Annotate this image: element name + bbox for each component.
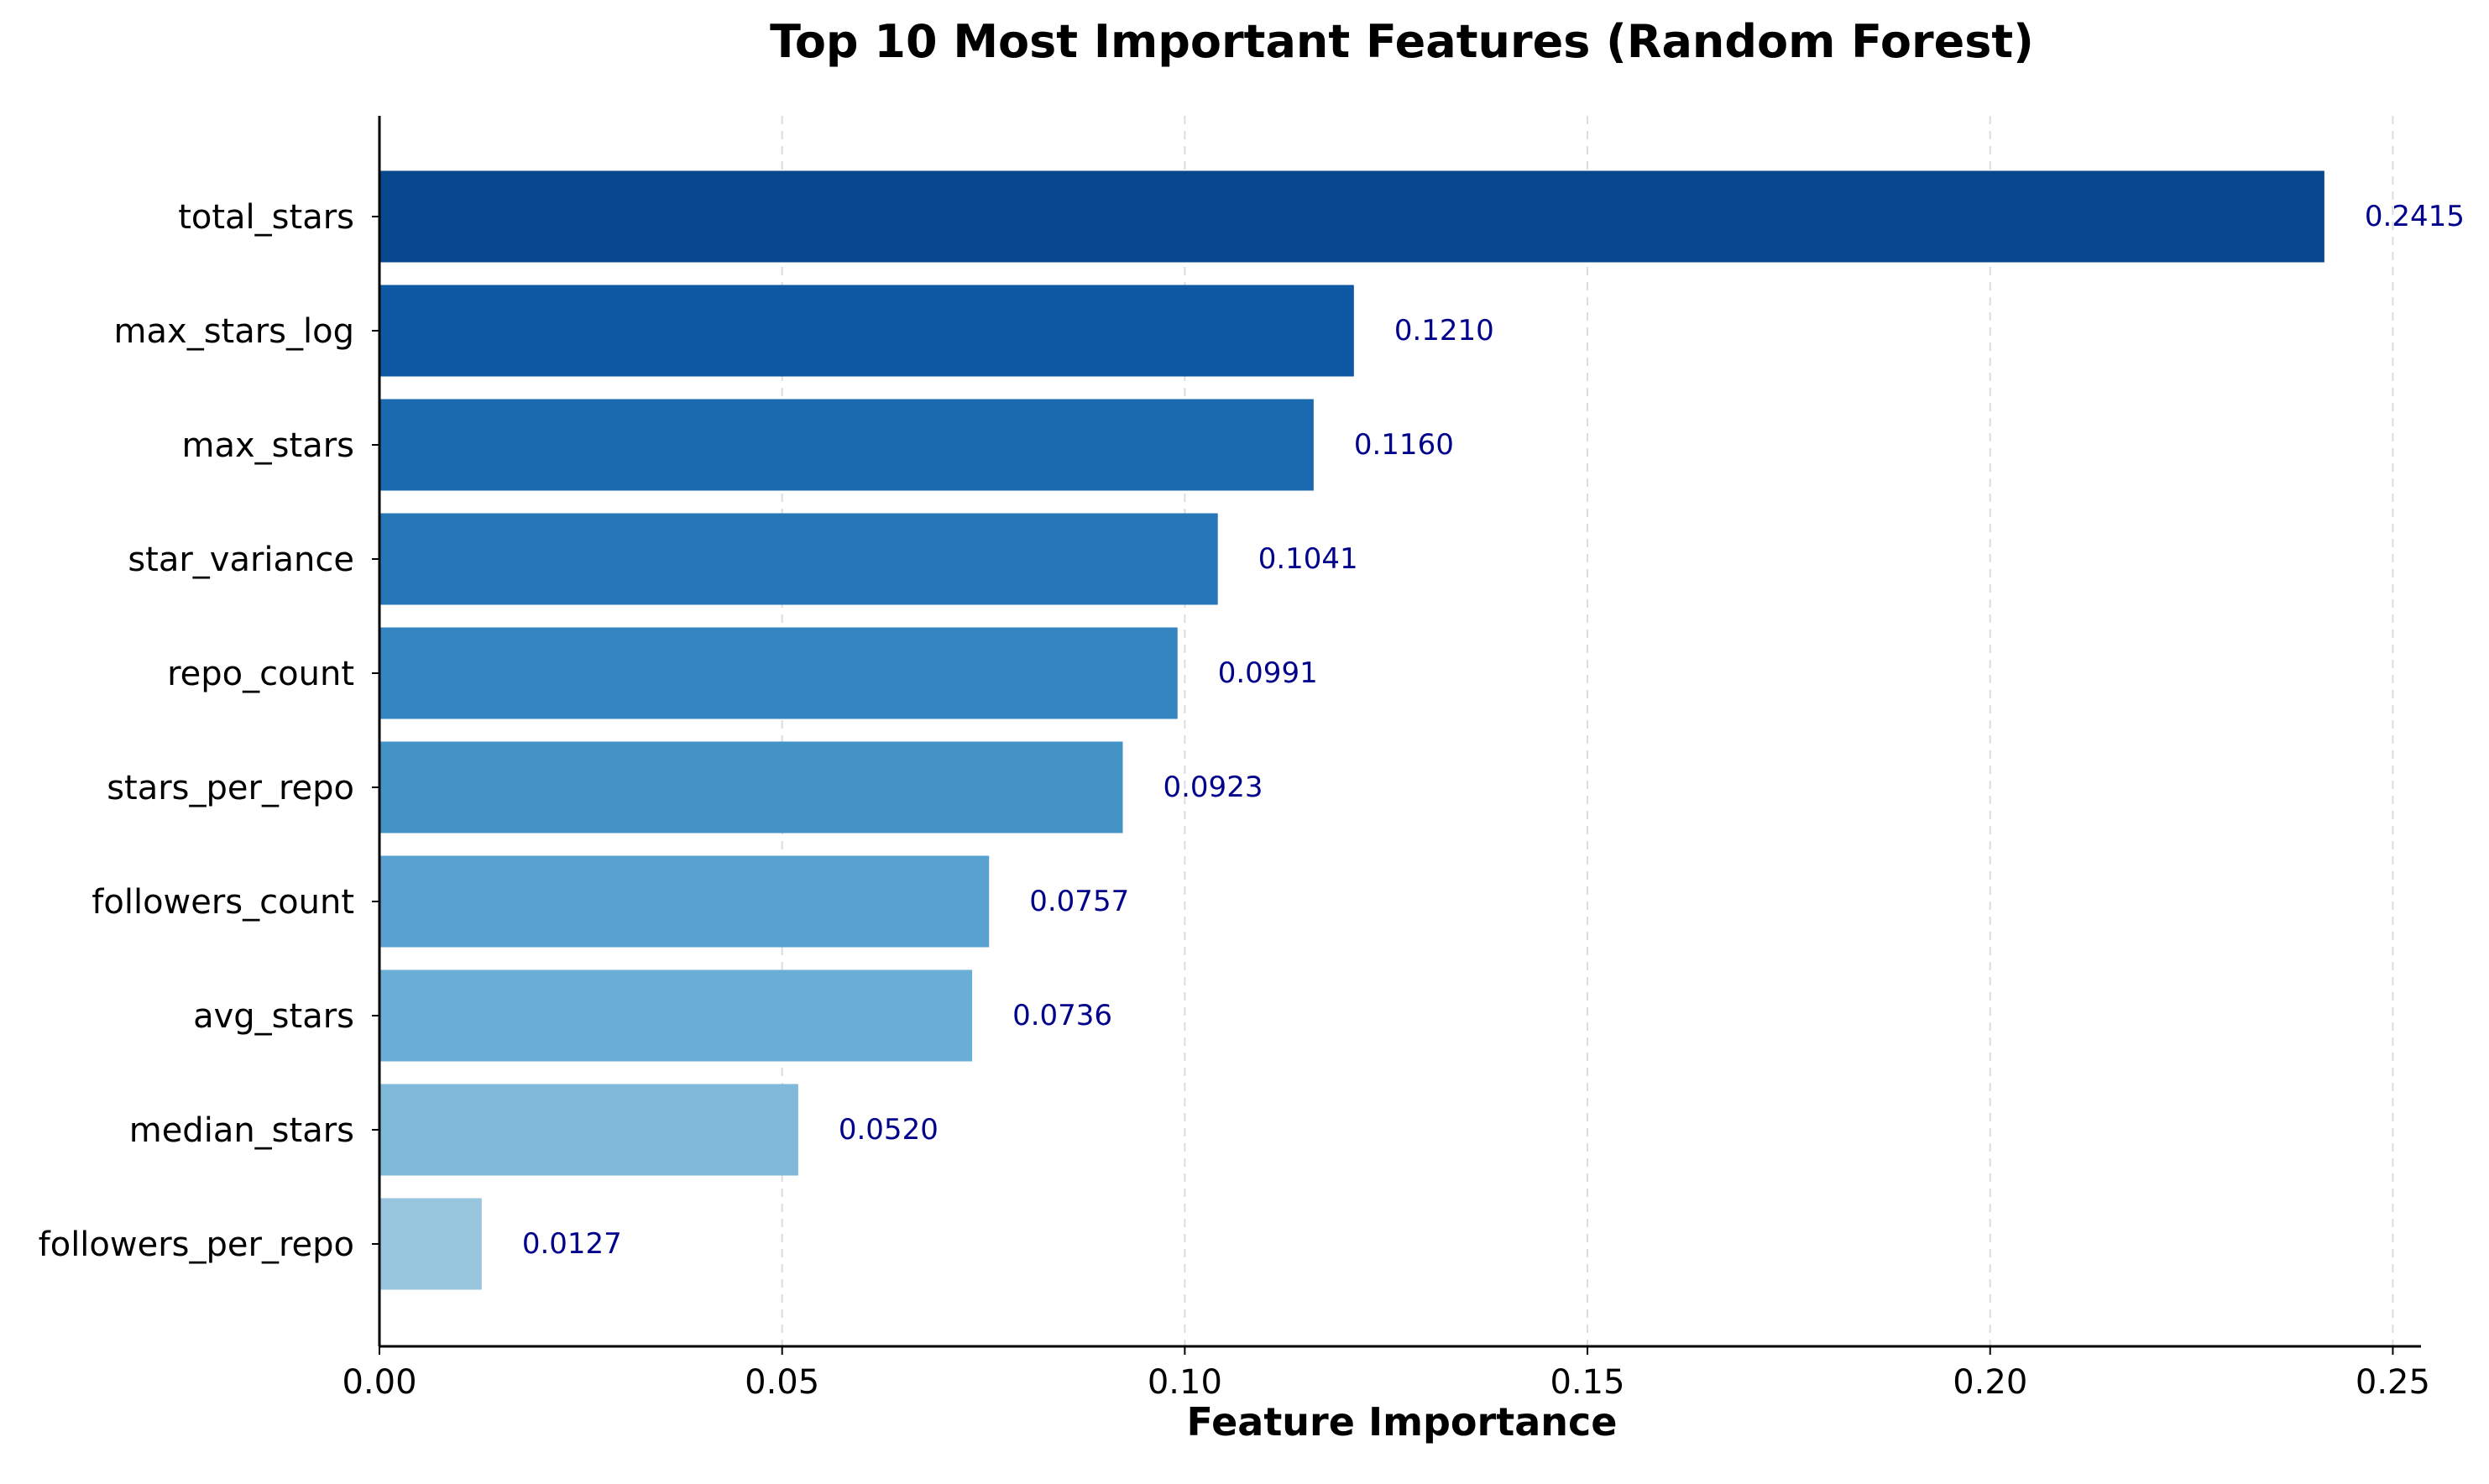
x-tick-label: 0.15 xyxy=(1550,1363,1625,1402)
x-tick-labels: 0.00 0.05 0.10 0.15 0.20 0.25 xyxy=(342,1363,2429,1402)
bar-value-label: 0.0757 xyxy=(1029,885,1129,918)
y-tick-label: stars_per_repo xyxy=(107,769,354,807)
y-tick-labels: total_stars max_stars_log max_stars star_va… xyxy=(39,198,354,1264)
bar-value-label: 0.1160 xyxy=(1354,428,1454,462)
bar-value-label: 0.0736 xyxy=(1012,999,1112,1032)
bar-value-label: 0.1041 xyxy=(1258,542,1358,576)
bars-group xyxy=(379,170,2324,1290)
x-tick-label: 0.25 xyxy=(2356,1363,2430,1402)
y-tick-label: followers_count xyxy=(92,883,354,922)
bar xyxy=(379,969,973,1062)
x-axis-label: Feature Importance xyxy=(1187,1399,1618,1445)
y-tick-label: median_stars xyxy=(129,1111,354,1150)
bar-value-label: 0.0923 xyxy=(1163,771,1263,804)
bar xyxy=(379,1084,798,1176)
bar xyxy=(379,855,990,948)
y-tick-label: max_stars xyxy=(182,426,354,465)
chart-title: Top 10 Most Important Features (Random F… xyxy=(770,15,2034,68)
bar-value-label: 0.2415 xyxy=(2365,200,2465,233)
y-tick-label: total_stars xyxy=(178,198,354,237)
y-tick-label: followers_per_repo xyxy=(39,1225,354,1264)
bar xyxy=(379,513,1218,605)
bar xyxy=(379,170,2324,263)
x-tick-label: 0.20 xyxy=(1953,1363,2027,1402)
bar-value-label: 0.1210 xyxy=(1394,314,1494,347)
y-tick-label: avg_stars xyxy=(193,997,354,1036)
bar xyxy=(379,1198,482,1290)
bar xyxy=(379,627,1178,719)
x-tick-label: 0.05 xyxy=(745,1363,819,1402)
bar xyxy=(379,285,1354,377)
bar-value-label: 0.0991 xyxy=(1218,656,1318,690)
y-tick-label: repo_count xyxy=(167,655,354,693)
bar-value-label: 0.0520 xyxy=(839,1113,939,1147)
y-tick-label: star_variance xyxy=(128,541,354,579)
bar xyxy=(379,399,1314,491)
value-labels-group: 0.2415 0.1210 0.1160 0.1041 0.0991 0.0923 0.07… xyxy=(522,200,2465,1261)
bar xyxy=(379,741,1123,833)
x-tick-label: 0.00 xyxy=(342,1363,416,1402)
x-tick-label: 0.10 xyxy=(1148,1363,1222,1402)
y-tick-label: max_stars_log xyxy=(114,312,354,351)
bar-value-label: 0.0127 xyxy=(522,1227,622,1261)
axes xyxy=(372,116,2421,1355)
